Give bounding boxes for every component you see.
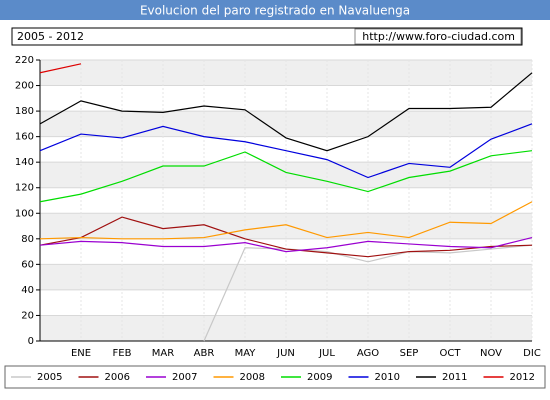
y-tick-label: 60 (21, 259, 34, 270)
x-tick-label: SEP (400, 348, 419, 359)
legend-box (4, 365, 546, 389)
x-tick-label: MAY (235, 348, 257, 359)
x-tick-label: NOV (480, 348, 502, 359)
x-tick-label: DIC (523, 348, 541, 359)
source: http://www.foro-ciudad.com (362, 30, 515, 43)
x-tick-label: ABR (194, 348, 215, 359)
chart-title: Evolucion del paro registrado en Navalue… (140, 4, 410, 18)
x-tick-label: AGO (357, 348, 379, 359)
legend-label: 2010 (375, 372, 400, 383)
y-tick-label: 100 (15, 208, 34, 219)
series-line (203, 244, 533, 342)
legend-label: 2008 (240, 372, 265, 383)
legend-label: 2007 (172, 372, 197, 383)
grid-band (40, 162, 532, 188)
series-line (39, 63, 82, 74)
x-tick-label: MAR (152, 348, 174, 359)
y-tick-label: 200 (15, 81, 34, 92)
series-line (39, 150, 533, 203)
y-tick-label: 120 (15, 183, 34, 194)
source-box (354, 28, 522, 45)
subtitle: 2005 - 2012 (17, 30, 84, 43)
x-tick-label: OCT (440, 348, 462, 359)
y-tick-label: 180 (15, 106, 34, 117)
x-tick-label: ENE (71, 348, 91, 359)
series-line (39, 201, 533, 240)
legend-label: 2011 (442, 372, 467, 383)
legend-label: 2006 (105, 372, 130, 383)
y-tick-label: 80 (21, 234, 34, 245)
x-tick-label: FEB (113, 348, 132, 359)
y-tick-label: 0 (28, 336, 34, 347)
x-tick-label: JUN (276, 348, 295, 359)
title-bar (0, 0, 550, 20)
series-line (39, 123, 533, 179)
y-tick-label: 220 (15, 55, 34, 66)
y-tick-label: 160 (15, 132, 34, 143)
x-tick-label: JUL (318, 348, 335, 359)
y-tick-label: 140 (15, 157, 34, 168)
series-line (39, 216, 533, 258)
series-line (39, 236, 533, 253)
series-line (39, 72, 533, 152)
legend-label: 2009 (307, 372, 332, 383)
legend-label: 2005 (37, 372, 62, 383)
y-tick-label: 40 (21, 285, 34, 296)
y-tick-label: 20 (21, 310, 34, 321)
legend-label: 2012 (510, 372, 535, 383)
